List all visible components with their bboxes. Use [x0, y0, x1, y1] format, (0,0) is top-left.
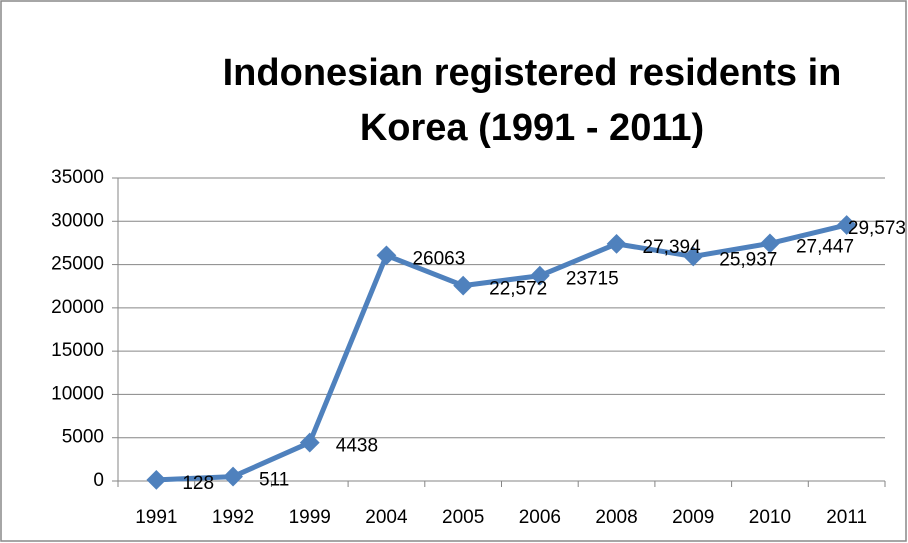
data-label: 25,937 [719, 249, 777, 270]
y-tick-label: 5000 [62, 427, 104, 448]
x-tick-label: 2006 [519, 507, 561, 528]
y-tick-label: 20000 [51, 297, 104, 318]
chart-title: Korea (1991 - 2011) [360, 107, 704, 149]
y-tick-label: 15000 [51, 340, 104, 361]
data-line [156, 222, 848, 483]
data-point [453, 275, 474, 296]
x-tick-label: 2010 [749, 507, 791, 528]
data-label: 27,394 [643, 237, 702, 258]
data-label: 128 [182, 473, 214, 494]
y-tick-label: 10000 [51, 383, 104, 404]
chart-title: Indonesian registered residents in [223, 52, 842, 94]
y-tick-label: 35000 [51, 167, 104, 188]
data-point [299, 432, 320, 453]
data-point [146, 469, 167, 490]
x-tick-label: 1992 [212, 507, 254, 528]
x-tick-label: 1991 [135, 507, 177, 528]
x-tick-label: 1999 [289, 507, 331, 528]
x-tick-label: 2008 [595, 507, 637, 528]
data-label: 23715 [566, 269, 619, 290]
data-label: 511 [259, 470, 289, 491]
x-tick-label: 2005 [442, 507, 484, 528]
data-label: 27,447 [796, 236, 854, 257]
data-point [529, 265, 550, 286]
data-label: 22,572 [489, 279, 547, 300]
y-tick-label: 30000 [51, 210, 104, 231]
y-tick-label: 0 [93, 470, 104, 491]
x-tick-label: 2011 [826, 507, 867, 528]
data-label: 4438 [336, 436, 378, 457]
data-label: 26063 [412, 248, 465, 269]
data-point [223, 466, 243, 487]
y-tick-label: 25000 [51, 254, 104, 275]
x-tick-label: 2004 [365, 507, 408, 528]
x-tick-label: 2009 [672, 507, 714, 528]
data-point [376, 245, 397, 266]
data-label: 29,573 [848, 218, 906, 239]
